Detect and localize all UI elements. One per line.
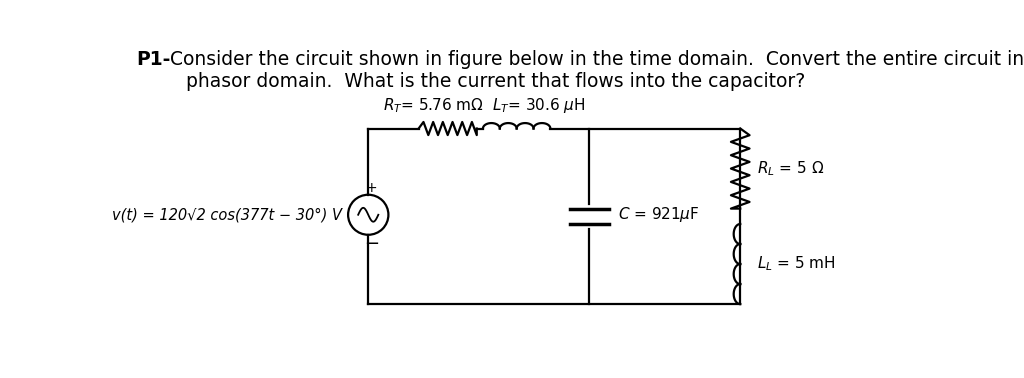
Text: $R_T$= 5.76 m$\Omega$  $L_T$= 30.6 $\mu$H: $R_T$= 5.76 m$\Omega$ $L_T$= 30.6 $\mu$H (383, 96, 586, 115)
Text: $C$ = 921$\mu$F: $C$ = 921$\mu$F (617, 205, 699, 224)
Text: phasor domain.  What is the current that flows into the capacitor?: phasor domain. What is the current that … (186, 71, 805, 91)
Text: −: − (364, 235, 379, 253)
Text: P1-: P1- (136, 50, 170, 69)
Text: +: + (366, 181, 377, 195)
Text: Consider the circuit shown in figure below in the time domain.  Convert the enti: Consider the circuit shown in figure bel… (164, 50, 1024, 69)
Text: $R_L$ = 5 $\Omega$: $R_L$ = 5 $\Omega$ (758, 159, 824, 178)
Text: $L_L$ = 5 mH: $L_L$ = 5 mH (758, 255, 836, 273)
Text: v(t) = 120√2 cos(377t − 30°) V: v(t) = 120√2 cos(377t − 30°) V (112, 207, 342, 222)
